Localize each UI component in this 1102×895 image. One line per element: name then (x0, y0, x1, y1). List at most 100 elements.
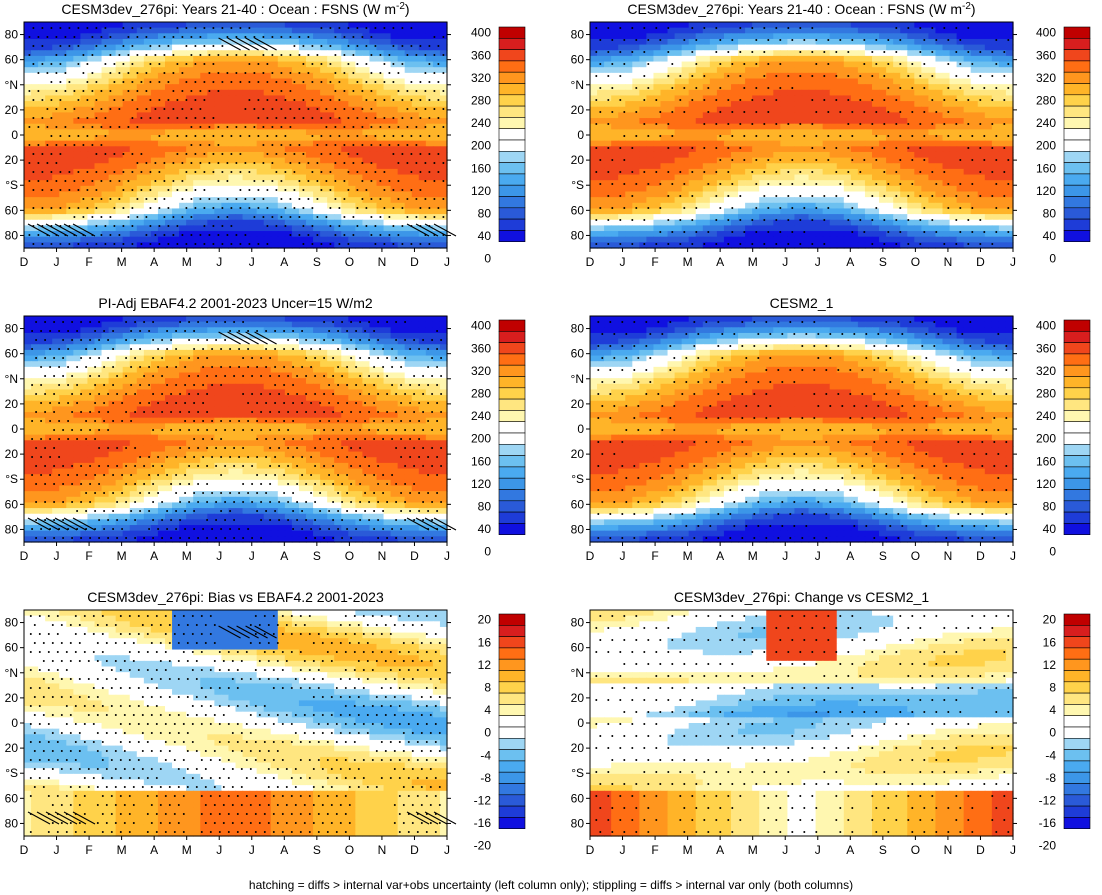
stipple-dot (226, 180, 228, 182)
field-cell (123, 135, 131, 141)
field-cell (243, 129, 251, 135)
stipple-dot (266, 63, 268, 65)
field-cell (24, 50, 32, 56)
field-cell (236, 90, 244, 96)
field-cell (412, 28, 420, 34)
field-cell (391, 56, 399, 62)
stipple-dot (392, 243, 394, 245)
field-cell (306, 28, 314, 34)
field-cell (186, 67, 194, 73)
field-cell (130, 192, 138, 198)
field-cell (24, 79, 32, 85)
field-cell (320, 192, 328, 198)
field-cell (179, 197, 187, 203)
stipple-dot (383, 171, 385, 173)
field-cell (130, 118, 138, 124)
stipple-dot (226, 126, 228, 128)
field-cell (193, 186, 201, 192)
field-cell (320, 197, 328, 203)
field-cell (80, 186, 88, 192)
field-cell (221, 141, 229, 147)
field-cell (299, 107, 307, 113)
field-cell (87, 118, 95, 124)
stipple-dot (140, 171, 142, 173)
field-cell (24, 45, 32, 51)
month-label: A (150, 255, 158, 269)
field-cell (116, 101, 124, 107)
stipple-dot (136, 216, 138, 218)
field-cell (130, 107, 138, 113)
field-cell (172, 124, 180, 130)
field-cell (179, 62, 187, 68)
field-cell (151, 208, 159, 214)
field-cell (250, 107, 258, 113)
field-cell (193, 208, 201, 214)
stipple-dot (145, 198, 147, 200)
stipple-dot (163, 216, 165, 218)
field-cell (228, 197, 236, 203)
stipple-dot (352, 126, 354, 128)
month-label: S (313, 255, 321, 269)
field-cell (271, 237, 279, 243)
field-cell (278, 225, 286, 231)
stipple-dot (266, 81, 268, 83)
stipple-dot (352, 234, 354, 236)
lat-label: 20 (5, 153, 19, 167)
field-cell (228, 95, 236, 101)
stipple-dot (343, 108, 345, 110)
field-cell (250, 135, 258, 141)
field-cell (87, 192, 95, 198)
stipple-dot (41, 99, 43, 101)
field-cell (214, 169, 222, 175)
field-cell (31, 186, 39, 192)
stipple-dot (338, 27, 340, 29)
stipple-dot (82, 72, 84, 74)
field-cell (228, 90, 236, 96)
field-cell (165, 146, 173, 152)
stipple-dot (68, 27, 70, 29)
field-cell (433, 84, 441, 90)
field-cell (306, 141, 314, 147)
stipple-dot (199, 126, 201, 128)
stipple-dot (37, 126, 39, 128)
field-cell (292, 214, 300, 220)
field-cell (355, 186, 363, 192)
field-cell (271, 220, 279, 226)
field-cell (412, 84, 420, 90)
field-cell (228, 107, 236, 113)
stipple-dot (194, 117, 196, 119)
field-cell (186, 152, 194, 158)
field-cell (426, 186, 434, 192)
field-cell (236, 163, 244, 169)
field-cell (165, 169, 173, 175)
stipple-dot (307, 54, 309, 56)
field-cell (24, 101, 32, 107)
field-cell (52, 129, 60, 135)
stipple-dot (41, 27, 43, 29)
field-cell (38, 73, 46, 79)
field-cell (384, 39, 392, 45)
stipple-dot (95, 99, 97, 101)
field-cell (186, 158, 194, 164)
field-cell (398, 50, 406, 56)
stipple-dot (284, 135, 286, 137)
stipple-dot (329, 189, 331, 191)
stipple-dot (433, 108, 435, 110)
field-cell (313, 192, 321, 198)
field-cell (426, 39, 434, 45)
stipple-dot (46, 36, 48, 38)
field-cell (264, 152, 272, 158)
field-cell (193, 39, 201, 45)
stipple-dot (320, 99, 322, 101)
field-cell (158, 237, 166, 243)
field-cell (299, 237, 307, 243)
field-cell (278, 118, 286, 124)
field-cell (440, 141, 448, 147)
field-cell (405, 203, 413, 209)
field-cell (200, 129, 208, 135)
stipple-dot (311, 207, 313, 209)
field-cell (207, 73, 215, 79)
field-cell (292, 152, 300, 158)
field-cell (398, 79, 406, 85)
field-cell (412, 208, 420, 214)
